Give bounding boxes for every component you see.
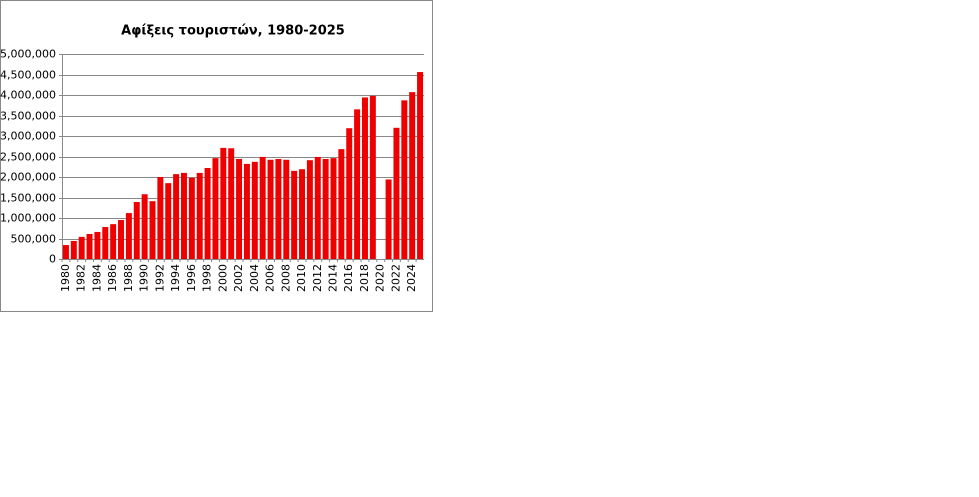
- bar: [369, 95, 376, 259]
- bar: [196, 172, 203, 259]
- bar: [220, 147, 227, 259]
- bar: [86, 233, 93, 259]
- bar: [393, 127, 400, 259]
- y-tick-label: 1,000,000: [0, 212, 56, 225]
- bar: [133, 202, 140, 259]
- bar: [417, 72, 424, 259]
- x-tick-label: 2010: [295, 264, 308, 292]
- bar: [409, 92, 416, 259]
- bar: [70, 240, 77, 259]
- x-tick-label: 2000: [216, 264, 229, 292]
- bar: [180, 172, 187, 259]
- y-tick-label: 0: [49, 253, 56, 266]
- x-tick-label: 1998: [201, 264, 214, 292]
- x-tick-label: 1988: [122, 264, 135, 292]
- y-tick-label: 500,000: [11, 233, 57, 246]
- bar: [267, 159, 274, 259]
- x-tick-label: 1986: [106, 264, 119, 292]
- chart-title: Αφίξεις τουριστών, 1980-2025: [121, 24, 345, 39]
- x-tick-label: 1996: [185, 264, 198, 292]
- bar: [338, 149, 345, 259]
- y-tick-label: 2,000,000: [0, 171, 56, 184]
- bar: [243, 163, 250, 259]
- bar: [110, 224, 117, 259]
- x-tick-label: 2006: [264, 264, 277, 292]
- y-tick-label: 3,000,000: [0, 130, 56, 143]
- x-tick-label: 1994: [169, 264, 182, 292]
- bar: [165, 183, 172, 259]
- bar: [330, 158, 337, 259]
- bar: [314, 156, 321, 259]
- y-tick-label: 3,500,000: [0, 110, 56, 123]
- bar: [322, 158, 329, 259]
- bar: [204, 167, 211, 259]
- x-tick-label: 2008: [279, 264, 292, 292]
- bar: [188, 177, 195, 259]
- bar: [385, 179, 392, 259]
- x-tick-label: 2004: [248, 264, 261, 292]
- bar: [102, 227, 109, 259]
- bar: [401, 100, 408, 259]
- x-tick-label: 2012: [311, 264, 324, 292]
- bar: [141, 194, 148, 259]
- bar: [62, 245, 69, 259]
- bar: [354, 109, 361, 259]
- x-tick-label: 1982: [75, 264, 88, 292]
- x-tick-label: 2002: [232, 264, 245, 292]
- x-tick-label: 1992: [153, 264, 166, 292]
- bar: [228, 148, 235, 259]
- bar: [299, 169, 306, 259]
- x-tick-label: 2016: [342, 264, 355, 292]
- bar: [361, 97, 368, 260]
- x-tick-label: 2014: [327, 264, 340, 292]
- x-tick-label: 2022: [389, 264, 402, 292]
- x-tick-label: 2020: [374, 264, 387, 292]
- x-tick-label: 1990: [138, 264, 151, 292]
- y-tick-label: 4,500,000: [0, 69, 56, 82]
- bar: [236, 158, 243, 259]
- bar: [149, 201, 156, 259]
- x-tick-label: 1984: [90, 264, 103, 292]
- y-tick-label: 1,500,000: [0, 192, 56, 205]
- bar: [173, 174, 180, 259]
- bar: [212, 158, 219, 259]
- bar: [259, 156, 266, 259]
- bar: [346, 128, 353, 259]
- bar: [125, 213, 132, 259]
- bar: [94, 231, 101, 259]
- bar: [251, 161, 258, 259]
- x-tick-label: 2024: [405, 264, 418, 292]
- bar: [291, 170, 298, 259]
- y-tick-label: 4,000,000: [0, 89, 56, 102]
- x-tick-label: 1980: [59, 264, 72, 292]
- bar: [118, 220, 125, 259]
- bar: [275, 158, 282, 259]
- bar: [283, 159, 290, 259]
- y-tick-label: 2,500,000: [0, 151, 56, 164]
- bar: [157, 177, 164, 259]
- bar: [306, 160, 313, 259]
- x-tick-label: 2018: [358, 264, 371, 292]
- bar: [78, 236, 85, 259]
- y-tick-label: 5,000,000: [0, 48, 56, 61]
